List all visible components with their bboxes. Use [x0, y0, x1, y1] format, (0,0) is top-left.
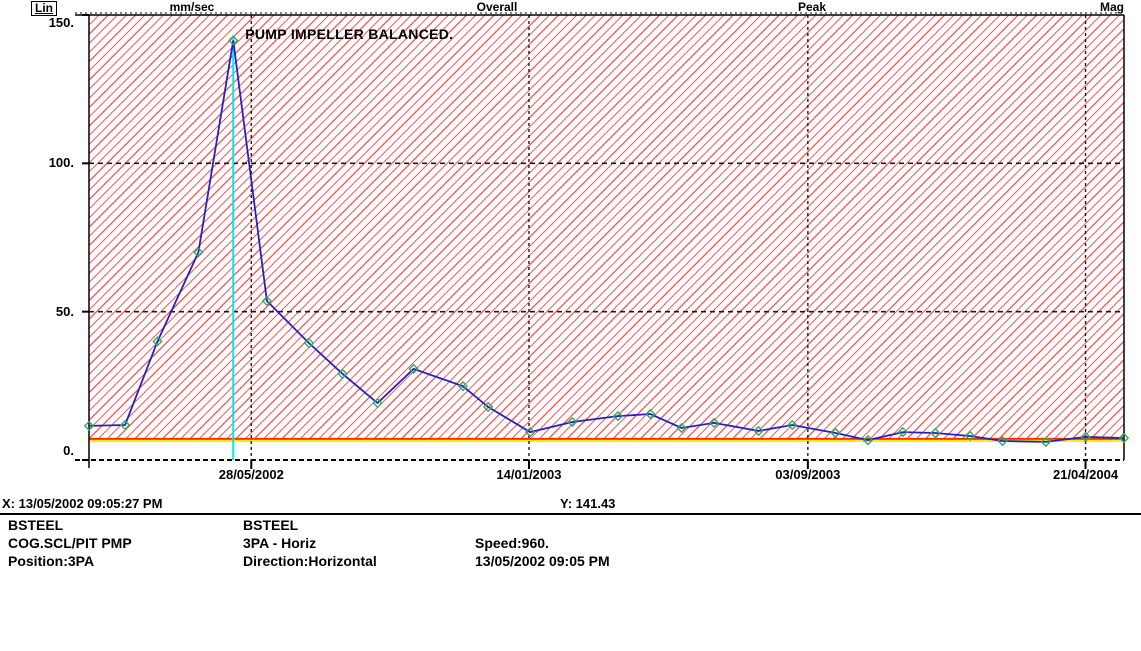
data-point-marker[interactable] — [676, 422, 687, 434]
data-point-marker[interactable] — [1118, 432, 1130, 444]
data-point-marker[interactable] — [567, 416, 578, 428]
data-point-marker[interactable] — [83, 420, 95, 432]
equipment-name: COG.SCL/PIT PMP — [8, 535, 132, 551]
data-point-marker[interactable] — [897, 426, 909, 438]
y-tick-label: 100. — [48, 155, 74, 171]
data-point-marker[interactable] — [337, 368, 348, 380]
mag-label: Mag — [1100, 0, 1124, 14]
trend-line — [88, 40, 1125, 443]
data-point-marker[interactable] — [645, 408, 656, 420]
x-tick-label: 28/05/2002 — [218, 467, 284, 482]
data-point-marker[interactable] — [457, 380, 469, 392]
data-point-marker[interactable] — [708, 417, 720, 429]
data-point-marker[interactable] — [753, 425, 764, 437]
data-point-marker[interactable] — [372, 397, 383, 409]
data-point-marker[interactable] — [119, 419, 131, 431]
data-point-marker[interactable] — [930, 427, 941, 439]
separator-line — [0, 513, 1141, 515]
speed-readout: Speed:960. — [475, 535, 549, 551]
y-tick-label: 150. — [48, 15, 74, 30]
area-name: BSTEEL — [243, 517, 299, 533]
x-tick-label: 14/01/2003 — [496, 467, 562, 482]
cursor-x-readout: X: 13/05/2002 09:05:27 PM — [2, 496, 163, 511]
data-point-marker[interactable] — [261, 295, 273, 307]
y-tick-label: 0. — [63, 443, 74, 458]
cursor-y-readout: Y: 141.43 — [560, 496, 616, 511]
x-tick-label: 21/04/2004 — [1052, 467, 1119, 482]
direction-readout: Direction:Horizontal — [243, 553, 377, 569]
x-tick-label: 03/09/2003 — [775, 467, 841, 482]
unit-label: mm/sec — [169, 0, 215, 14]
trend-annotation: PUMP IMPELLER BALANCED. — [245, 26, 454, 43]
database-name: BSTEEL — [8, 517, 64, 533]
data-point-marker[interactable] — [1080, 431, 1091, 443]
data-point-marker[interactable] — [303, 337, 315, 349]
data-point-marker[interactable] — [862, 434, 874, 446]
data-point-marker[interactable] — [524, 426, 536, 438]
data-point-marker[interactable] — [228, 35, 239, 46]
overall-label: Overall — [476, 0, 518, 14]
data-point-marker[interactable] — [612, 410, 624, 422]
measurement-timestamp: 13/05/2002 09:05 PM — [475, 553, 610, 569]
data-point-marker[interactable] — [1040, 436, 1052, 448]
y-tick-label: 50. — [55, 303, 74, 319]
data-point-marker[interactable] — [152, 336, 163, 347]
data-point-marker[interactable] — [830, 427, 841, 439]
measurement-point: 3PA - Horiz — [243, 535, 317, 551]
data-point-marker[interactable] — [997, 435, 1008, 447]
data-point-marker[interactable] — [408, 363, 419, 375]
peak-label: Peak — [797, 0, 827, 14]
position-readout: Position:3PA — [8, 553, 95, 569]
data-point-marker[interactable] — [787, 419, 798, 431]
data-point-marker[interactable] — [482, 401, 494, 413]
linear-scale-button[interactable]: Lin — [31, 1, 57, 16]
trend-chart — [75, 12, 1130, 469]
alarm-region-hatch — [89, 15, 1124, 439]
data-point-marker[interactable] — [964, 430, 976, 442]
data-point-marker[interactable] — [193, 247, 204, 258]
